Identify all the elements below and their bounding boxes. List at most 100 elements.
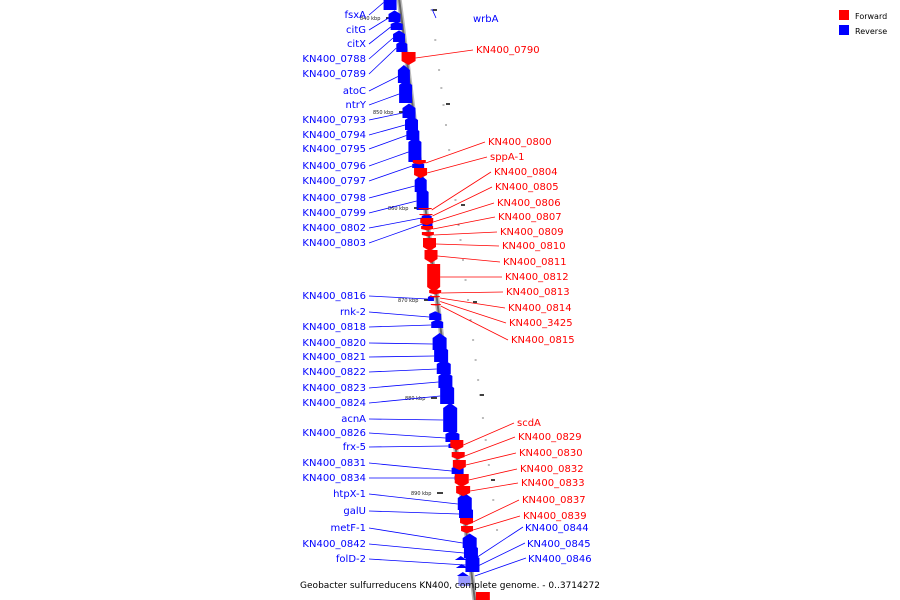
leader-line: [368, 93, 400, 106]
gene-label-kn400-0815: KN400_0815: [511, 335, 575, 346]
gene-kn400-0833: [456, 486, 471, 497]
gene-kn400-0818: [431, 319, 444, 328]
leader-line: [368, 200, 417, 214]
gene-kn400-0796: [408, 137, 422, 162]
leader-line: [368, 418, 444, 421]
gene-label-kn400-0788: KN400_0788: [302, 54, 366, 65]
leader-line: [368, 185, 415, 199]
kbp-tick-label: 890 kbp: [411, 491, 431, 497]
leader-line: [368, 47, 397, 75]
gene-ntry: [399, 80, 413, 103]
gene-label-kn400-0798: KN400_0798: [302, 193, 366, 204]
gene-kn400-0807: [421, 226, 434, 231]
gene-label-wrba: wrbA: [473, 14, 499, 25]
leader-line: [433, 216, 496, 230]
leader-line: [435, 243, 500, 247]
gene-kn400-0814: [429, 296, 440, 298]
kbp-tick-label: 880 kbp: [405, 396, 425, 402]
gene-label-ntry: ntrY: [346, 100, 367, 111]
leader-line: [433, 202, 495, 223]
gene-label-kn400-0844: KN400_0844: [525, 523, 589, 534]
gene-label-kn400-0846: KN400_0846: [528, 554, 592, 565]
leader-line: [368, 217, 422, 229]
leader-line: [368, 342, 433, 345]
gene-kn400-0795: [406, 126, 420, 140]
leader-line: [368, 527, 463, 544]
gene-kn400-0821: [434, 345, 449, 362]
leader-line: [368, 543, 464, 554]
gene-label-fsxa: fsxA: [345, 10, 367, 21]
legend-forward-swatch: [839, 10, 849, 20]
gene-kn400-0793: [402, 103, 416, 118]
genome-caption: Geobacter sulfurreducens KN400, complete…: [300, 581, 600, 591]
gene-label-metf-1: metF-1: [330, 523, 366, 534]
leader-line: [415, 49, 474, 59]
gene-label-kn400-0809: KN400_0809: [500, 227, 564, 238]
gene-label-acna: acnA: [341, 414, 366, 425]
leader-line: [368, 493, 458, 505]
gene-label-kn400-0807: KN400_0807: [498, 212, 562, 223]
leader-line: [431, 8, 437, 19]
kbp-tick-label: 850 kbp: [373, 110, 393, 116]
gene-kn400-0832: [454, 474, 469, 488]
gene-kn400-0820: [432, 333, 447, 350]
leader-line: [468, 468, 518, 481]
gene-fsxa: [383, 0, 397, 10]
gene-kn400-0837: [460, 518, 474, 526]
gene-kn400-0839: [461, 526, 474, 534]
gene-label-frx-5: frx-5: [343, 442, 366, 453]
gene-kn400-0789: [396, 40, 408, 52]
gene-kn400-0804: [418, 208, 432, 210]
gene-citx: [390, 21, 403, 30]
leader-line: [368, 2, 384, 16]
gene-label-kn400-0811: KN400_0811: [503, 257, 567, 268]
gene-kn400-0830: [452, 460, 466, 471]
gene-label-kn400-3425: KN400_3425: [509, 318, 573, 329]
leader-line: [472, 526, 524, 561]
gene-label-kn400-0796: KN400_0796: [302, 161, 366, 172]
gene-label-kn400-0845: KN400_0845: [527, 539, 591, 550]
gene-kn400-0815: [430, 304, 441, 306]
gene-kn400-0809: [421, 232, 434, 237]
leader-line: [473, 542, 526, 569]
leader-line: [368, 311, 430, 318]
gene-htpx-1: [457, 493, 472, 510]
gene-label-kn400-0832: KN400_0832: [520, 464, 584, 475]
gene-continuation: [475, 592, 490, 600]
gene-label-galu: galU: [343, 506, 366, 517]
leader-line: [368, 135, 407, 150]
gene-label-kn400-0831: KN400_0831: [302, 458, 366, 469]
leader-line: [441, 291, 504, 294]
gene-label-kn400-0829: KN400_0829: [518, 432, 582, 443]
leader-line: [368, 462, 452, 472]
leader-line: [368, 432, 446, 439]
gene-label-atoc: atoC: [343, 86, 366, 97]
legend-reverse-swatch: [839, 25, 849, 35]
gene-label-kn400-0842: KN400_0842: [302, 539, 366, 550]
kbp-tick-label: 840 kbp: [360, 16, 380, 22]
gene-label-kn400-0821: KN400_0821: [302, 352, 366, 363]
kbp-tick-label: 860 kbp: [388, 206, 408, 212]
gene-label-kn400-0803: KN400_0803: [302, 238, 366, 249]
leader-line: [474, 557, 527, 577]
leader-line: [425, 141, 486, 164]
leader-line: [464, 436, 516, 457]
leader-line: [368, 558, 466, 566]
gene-label-kn400-0810: KN400_0810: [502, 241, 566, 252]
legend-forward-label: Forward: [855, 12, 887, 21]
gene-label-kn400-0804: KN400_0804: [494, 167, 558, 178]
gene-rnk-2: [429, 311, 442, 320]
gene-kn400-0805: [419, 214, 433, 216]
gene-kn400-0798: [414, 175, 427, 192]
gene-label-kn400-0834: KN400_0834: [302, 473, 366, 484]
leader-line: [368, 510, 460, 515]
gene-label-kn400-0837: KN400_0837: [522, 495, 586, 506]
leader-line: [368, 17, 389, 31]
gene-label-kn400-0793: KN400_0793: [302, 115, 366, 126]
legend: Forward Reverse: [839, 10, 887, 36]
gene-kn400-0810: [423, 238, 437, 252]
gene-label-kn400-0789: KN400_0789: [302, 69, 366, 80]
gene-kn400-0811: [424, 250, 438, 264]
leader-line: [472, 499, 520, 523]
gene-label-kn400-0806: KN400_0806: [497, 198, 561, 209]
